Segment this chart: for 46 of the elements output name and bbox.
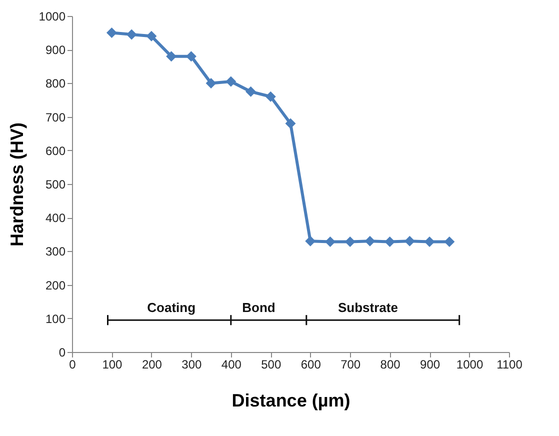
y-tick-label: 0: [58, 346, 66, 360]
x-tick-label: 200: [142, 358, 162, 372]
y-axis-title: Hardness (HV): [6, 122, 27, 247]
annotation: Bond: [242, 300, 276, 316]
x-tick-label: 100: [102, 358, 123, 372]
point: [226, 76, 236, 87]
point: [384, 236, 396, 248]
y-tick-label: 800: [45, 76, 66, 91]
x-tick-label: 900: [420, 358, 440, 372]
x-axis-title: Distance (µm): [232, 390, 350, 410]
point: [324, 236, 336, 248]
point: [146, 30, 157, 42]
x-tick-label: 700: [340, 358, 361, 372]
y-tick-label: 700: [45, 110, 66, 124]
y-tick-label: 300: [45, 244, 66, 259]
point: [106, 28, 117, 38]
point: [246, 86, 256, 97]
x-tick-label: 1100: [496, 358, 523, 372]
annotation: Substrate: [338, 300, 398, 316]
y-tick-label: 400: [45, 211, 66, 226]
x-tick-label: 500: [261, 358, 282, 372]
y-tick-label: 200: [45, 278, 66, 292]
x-tick-label: 800: [380, 358, 401, 372]
point: [444, 236, 455, 248]
y-tick-label: 600: [45, 144, 66, 158]
x-tick-label: 300: [182, 358, 202, 372]
y-tick-label: 1000: [38, 10, 66, 24]
point: [404, 236, 415, 246]
point: [344, 236, 356, 248]
annotation: Coating: [147, 300, 196, 316]
point: [305, 236, 316, 246]
point: [126, 29, 137, 40]
point: [265, 91, 276, 102]
point: [285, 118, 296, 129]
point: [186, 51, 196, 62]
y-tick-label: 900: [45, 43, 66, 58]
y-tick-label: 500: [45, 178, 66, 192]
x-tick-label: 0: [69, 358, 76, 372]
point: [364, 236, 376, 246]
point: [166, 51, 177, 62]
point: [206, 78, 216, 88]
x-tick-label: 1000: [456, 358, 484, 372]
point: [424, 236, 435, 248]
x-tick-label: 400: [221, 358, 242, 372]
y-tick-label: 100: [45, 312, 66, 326]
x-tick-label: 600: [300, 358, 322, 372]
